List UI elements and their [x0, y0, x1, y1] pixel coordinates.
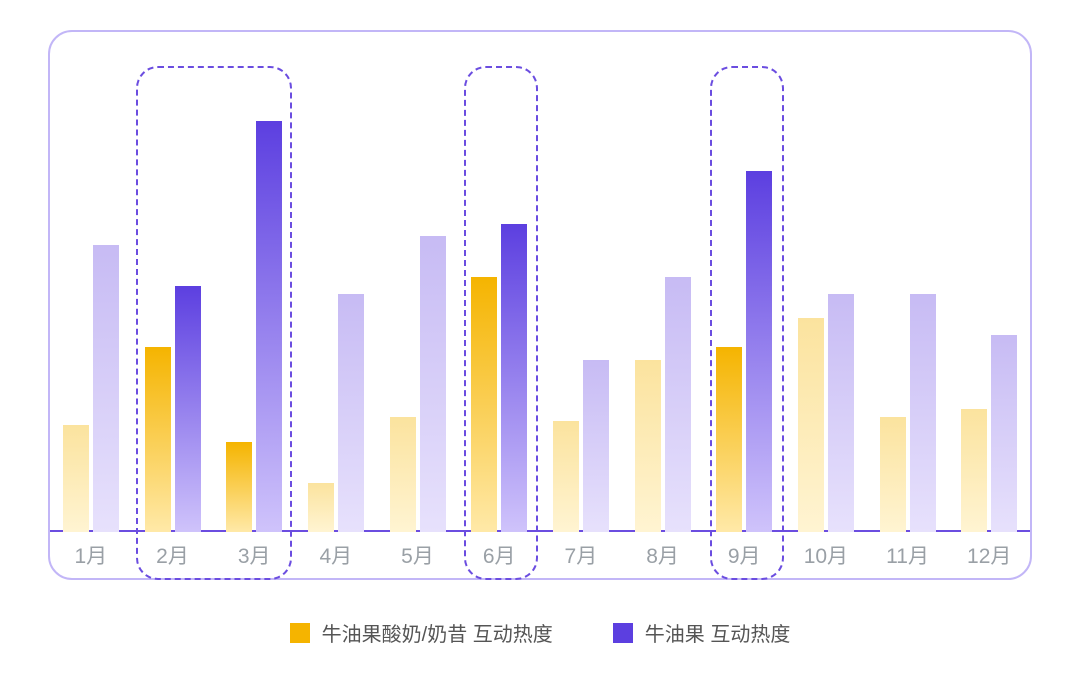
bar-b [93, 245, 119, 533]
x-label: 11月 [867, 532, 949, 582]
legend-label-b: 牛油果 互动热度 [645, 618, 791, 647]
bar-b [420, 236, 446, 532]
bar-group [295, 72, 377, 532]
x-label: 3月 [213, 532, 295, 582]
bar-a [308, 483, 334, 532]
bar-group [703, 72, 785, 532]
bar-b [910, 294, 936, 532]
bar-a [798, 318, 824, 532]
bars-layer [50, 72, 1030, 532]
x-label: 2月 [132, 532, 214, 582]
bar-a [553, 421, 579, 532]
bar-group [377, 72, 459, 532]
legend-item-series-b: 牛油果 互动热度 [613, 618, 791, 647]
bar-a [961, 409, 987, 532]
bar-b [175, 286, 201, 532]
legend: 牛油果酸奶/奶昔 互动热度 牛油果 互动热度 [0, 618, 1080, 647]
bar-a [635, 360, 661, 533]
legend-swatch-b [613, 623, 633, 643]
legend-swatch-a [290, 623, 310, 643]
bar-b [828, 294, 854, 532]
bar-b [746, 171, 772, 532]
bar-group [540, 72, 622, 532]
bar-b [665, 277, 691, 532]
x-label: 5月 [377, 532, 459, 582]
bar-b [501, 224, 527, 532]
bar-group [948, 72, 1030, 532]
bar-a [145, 347, 171, 532]
x-label: 7月 [540, 532, 622, 582]
bar-a [716, 347, 742, 532]
x-label: 9月 [703, 532, 785, 582]
bar-group [785, 72, 867, 532]
x-axis-labels: 1月2月3月4月5月6月7月8月9月10月11月12月 [50, 532, 1030, 582]
bar-a [63, 425, 89, 532]
bar-a [226, 442, 252, 532]
x-label: 6月 [458, 532, 540, 582]
x-label: 1月 [50, 532, 132, 582]
legend-item-series-a: 牛油果酸奶/奶昔 互动热度 [290, 618, 553, 647]
bar-a [471, 277, 497, 532]
bar-b [991, 335, 1017, 532]
x-label: 10月 [785, 532, 867, 582]
bar-b [338, 294, 364, 532]
x-label: 4月 [295, 532, 377, 582]
bar-a [880, 417, 906, 532]
bar-group [50, 72, 132, 532]
bar-a [390, 417, 416, 532]
legend-label-a: 牛油果酸奶/奶昔 互动热度 [322, 618, 553, 647]
bar-b [583, 360, 609, 533]
bar-group [622, 72, 704, 532]
bar-group [132, 72, 214, 532]
x-label: 8月 [622, 532, 704, 582]
bar-group [867, 72, 949, 532]
bar-group [213, 72, 295, 532]
chart-container: 1月2月3月4月5月6月7月8月9月10月11月12月 [48, 30, 1032, 580]
plot-area [50, 32, 1030, 532]
bar-group [458, 72, 540, 532]
bar-b [256, 121, 282, 532]
x-label: 12月 [948, 532, 1030, 582]
